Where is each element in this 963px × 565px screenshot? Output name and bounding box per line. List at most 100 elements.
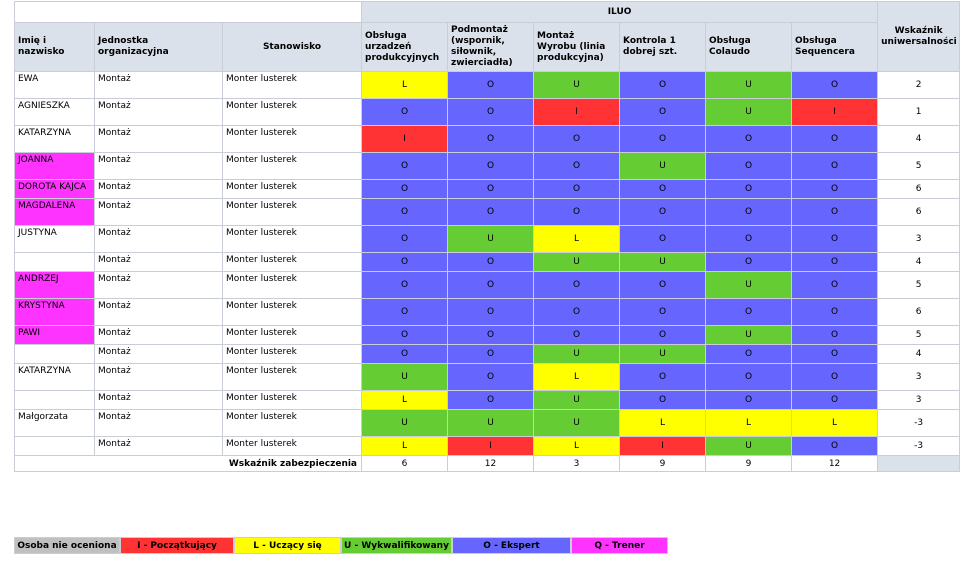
unit-column-header: Jednostka organizacyjna <box>94 22 223 72</box>
safety-index-blank <box>877 455 961 472</box>
universality-index: 3 <box>877 225 961 253</box>
skill-level-cell: O <box>705 390 793 410</box>
skill-level-cell: O <box>619 298 707 326</box>
skill-level-cell: U <box>447 409 535 437</box>
skill-level-cell: O <box>791 390 879 410</box>
skill-level-cell: U <box>533 409 621 437</box>
job-position: Monter lusterek <box>221 252 363 272</box>
skill-level-cell: O <box>533 325 621 345</box>
universality-index: 5 <box>877 325 961 345</box>
employee-name: Małgorzata <box>14 409 95 437</box>
skill-level-cell: U <box>361 363 449 391</box>
safety-index-value: 12 <box>791 455 879 472</box>
skill-level-cell: O <box>619 363 707 391</box>
table-row: JUSTYNA Montaż Monter lusterek O U L O O O 3 <box>14 225 961 253</box>
job-position: Monter lusterek <box>221 198 363 226</box>
skill-level-cell: O <box>619 198 707 226</box>
skill-header: Podmontaż (wspornik, siłownik, zwierciad… <box>447 22 535 72</box>
employee-name: KRYSTYNA <box>14 298 95 326</box>
universality-index: 1 <box>877 98 961 126</box>
employee-name: AGNIESZKA <box>14 98 95 126</box>
employee-name <box>14 252 95 272</box>
skill-level-cell: O <box>619 71 707 99</box>
skill-level-cell: O <box>361 98 449 126</box>
job-position: Monter lusterek <box>221 436 363 456</box>
skill-level-cell: O <box>791 271 879 299</box>
skill-level-cell: I <box>619 436 707 456</box>
skill-level-cell: O <box>705 225 793 253</box>
matrix-body: EWA Montaż Monter lusterek L O U O U O 2 AGNIESZKA… <box>14 71 961 456</box>
skill-level-cell: O <box>447 298 535 326</box>
skill-level-cell: O <box>533 271 621 299</box>
skill-level-cell: L <box>361 436 449 456</box>
skill-level-cell: O <box>705 363 793 391</box>
table-row: Montaż Monter lusterek O O U U O O 4 <box>14 252 961 272</box>
skill-level-cell: O <box>447 98 535 126</box>
skill-level-cell: O <box>791 225 879 253</box>
skill-level-cell: L <box>361 390 449 410</box>
skill-level-cell: O <box>361 325 449 345</box>
skill-level-cell: L <box>705 409 793 437</box>
job-position: Monter lusterek <box>221 409 363 437</box>
organizational-unit: Montaż <box>94 152 223 180</box>
skill-level-cell: O <box>533 198 621 226</box>
organizational-unit: Montaż <box>94 363 223 391</box>
skill-level-cell: O <box>447 344 535 364</box>
employee-name: ANDRZEJ <box>14 271 95 299</box>
legend-item: Q - Trener <box>571 537 668 554</box>
skill-level-cell: O <box>791 125 879 153</box>
skill-level-cell: L <box>361 71 449 99</box>
position-column-header: Stanowisko <box>221 22 363 72</box>
skill-level-cell: O <box>447 71 535 99</box>
table-row: DOROTA KAJCA Montaż Monter lusterek O O O O O O 6 <box>14 179 961 199</box>
skill-header: Kontrola 1 dobrej szt. <box>619 22 707 72</box>
universality-header: Wskaźnik uniwersalności <box>877 1 961 72</box>
skill-level-cell: O <box>447 198 535 226</box>
organizational-unit: Montaż <box>94 98 223 126</box>
iluo-matrix-table: ILUO Wskaźnik uniwersalności Imię i nazw… <box>13 1 961 472</box>
safety-index-value: 3 <box>533 455 621 472</box>
organizational-unit: Montaż <box>94 409 223 437</box>
skill-level-cell: O <box>361 152 449 180</box>
safety-index-value: 9 <box>619 455 707 472</box>
table-row: EWA Montaż Monter lusterek L O U O U O 2 <box>14 71 961 99</box>
organizational-unit: Montaż <box>94 225 223 253</box>
table-row: KATARZYNA Montaż Monter lusterek I O O O O O 4 <box>14 125 961 153</box>
organizational-unit: Montaż <box>94 325 223 345</box>
safety-index-value: 9 <box>705 455 793 472</box>
skill-header: Obsługa Colaudo <box>705 22 793 72</box>
skill-level-cell: O <box>791 344 879 364</box>
organizational-unit: Montaż <box>94 344 223 364</box>
job-position: Monter lusterek <box>221 98 363 126</box>
skill-level-cell: O <box>533 152 621 180</box>
skill-level-cell: O <box>447 325 535 345</box>
table-row: Małgorzata Montaż Monter lusterek U U U L L L -3 <box>14 409 961 437</box>
organizational-unit: Montaż <box>94 390 223 410</box>
organizational-unit: Montaż <box>94 252 223 272</box>
skill-level-cell: L <box>533 363 621 391</box>
skill-level-cell: O <box>619 225 707 253</box>
safety-index-value: 12 <box>447 455 535 472</box>
skill-level-cell: O <box>447 252 535 272</box>
table-row: PAWI Montaż Monter lusterek O O O O U O 5 <box>14 325 961 345</box>
skill-level-cell: U <box>619 344 707 364</box>
table-row: MAGDALENA Montaż Monter lusterek O O O O O O 6 <box>14 198 961 226</box>
skill-level-cell: U <box>533 252 621 272</box>
skill-level-cell: L <box>791 409 879 437</box>
organizational-unit: Montaż <box>94 71 223 99</box>
skill-level-cell: O <box>791 436 879 456</box>
universality-index: 4 <box>877 125 961 153</box>
skill-level-cell: U <box>619 252 707 272</box>
organizational-unit: Montaż <box>94 125 223 153</box>
job-position: Monter lusterek <box>221 225 363 253</box>
legend-item: O - Ekspert <box>452 537 571 554</box>
skill-level-cell: O <box>447 152 535 180</box>
table-row: ANDRZEJ Montaż Monter lusterek O O O O U O 5 <box>14 271 961 299</box>
skill-level-cell: O <box>533 298 621 326</box>
skill-level-cell: U <box>533 390 621 410</box>
universality-index: 6 <box>877 179 961 199</box>
universality-index: 5 <box>877 271 961 299</box>
skill-level-cell: O <box>791 325 879 345</box>
skill-level-cell: O <box>533 179 621 199</box>
skill-level-cell: U <box>705 271 793 299</box>
